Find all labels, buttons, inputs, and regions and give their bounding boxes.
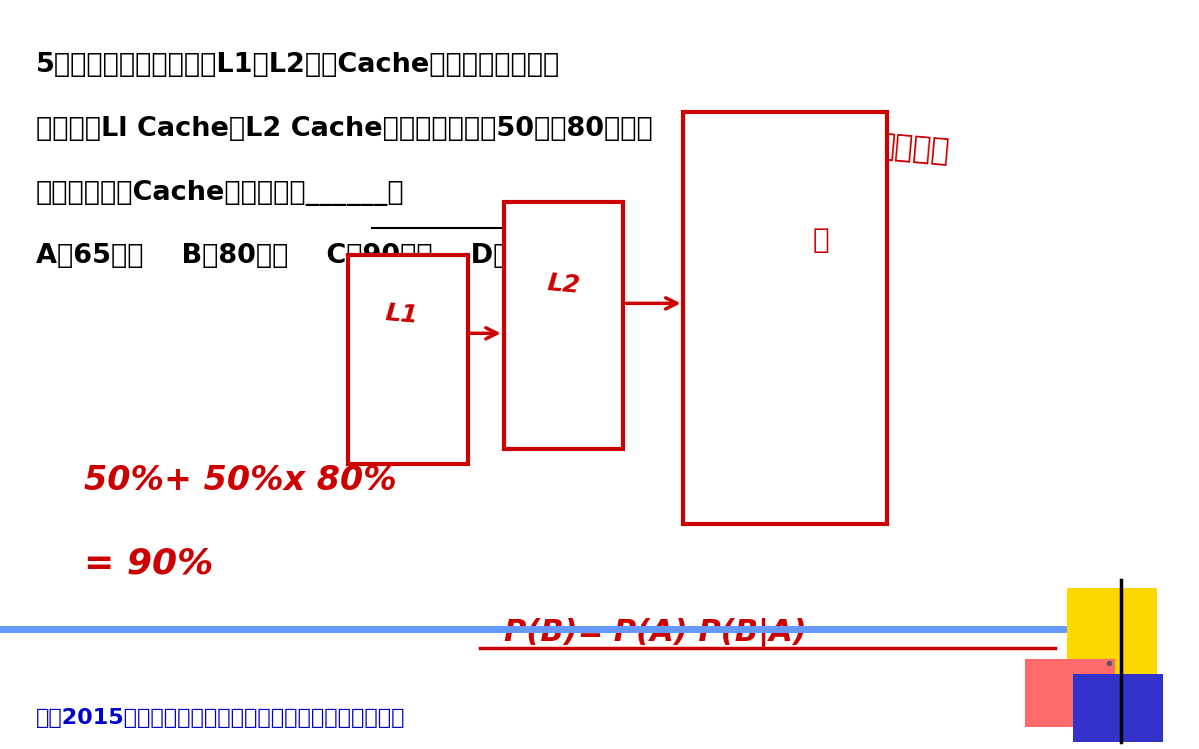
- Text: = 90%: = 90%: [84, 547, 213, 580]
- Text: 北航2015年《计算机学科专业基础综合》考研真题与详解: 北航2015年《计算机学科专业基础综合》考研真题与详解: [36, 708, 405, 728]
- Text: P(B)= P(A) P(B|A): P(B)= P(A) P(B|A): [504, 618, 807, 648]
- Text: 储系统，Ll Cache和L2 Cache的命中率分别为50％和80％，则: 储系统，Ll Cache和L2 Cache的命中率分别为50％和80％，则: [36, 116, 652, 142]
- Bar: [504, 202, 623, 449]
- Text: A．65％；    B．80％；    C。90％；    D．95％。: A．65％； B．80％； C。90％； D．95％。: [36, 243, 579, 270]
- Text: 主: 主: [813, 225, 830, 254]
- Text: L1: L1: [384, 301, 420, 328]
- Text: 50%+ 50%x 80%: 50%+ 50%x 80%: [84, 464, 397, 497]
- Bar: [348, 255, 468, 464]
- Text: L2: L2: [546, 271, 582, 298]
- Bar: [1025, 659, 1115, 727]
- Bar: [683, 112, 887, 524]
- Text: 5．某程序运行于一个由L1、L2两级Cache以及主存组成的存: 5．某程序运行于一个由L1、L2两级Cache以及主存组成的存: [36, 52, 560, 79]
- Bar: [1073, 674, 1163, 742]
- Text: 整个存储系统Cache的命中率是______。: 整个存储系统Cache的命中率是______。: [36, 180, 404, 206]
- Text: 主存储器: 主存储器: [875, 131, 951, 166]
- Bar: [1067, 588, 1157, 682]
